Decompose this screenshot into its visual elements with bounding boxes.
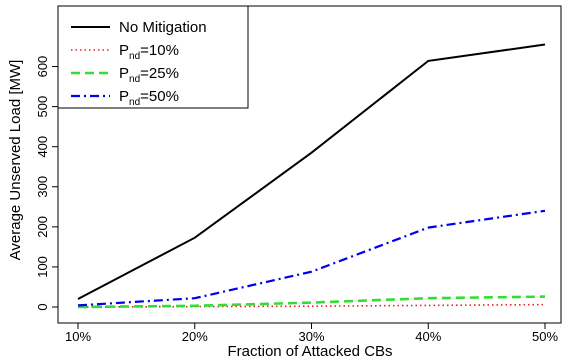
legend: No Mitigation Pnd=10% Pnd=25% Pnd=50% [57, 5, 249, 109]
y-tick-label: 500 [35, 96, 50, 118]
legend-label-4: Pnd=50% [119, 88, 179, 108]
plot-lines [77, 43, 546, 309]
x-tick-label: 50% [532, 329, 558, 344]
axes: 0 100 200 300 400 500 600 10% 20% 30% 40% 50% [35, 5, 562, 344]
legend-label-3: Pnd=25% [119, 65, 179, 85]
y-axis-title: Average Unserved Load [MW] [7, 60, 24, 261]
x-tick-label: 40% [415, 329, 441, 344]
legend-label-1: No Mitigation [119, 19, 207, 36]
x-axis-title: Fraction of Attacked CBs [227, 343, 392, 360]
y-tick-label: 400 [35, 136, 50, 158]
y-tick-label: 600 [35, 56, 50, 78]
x-tick-label: 20% [182, 329, 208, 344]
legend-box [57, 5, 249, 109]
plot-frame [57, 5, 562, 324]
y-tick-label: 200 [35, 216, 50, 238]
series-line-3 [77, 295, 546, 309]
x-tick-label: 30% [298, 329, 324, 344]
x-tick-label: 10% [65, 329, 91, 344]
y-tick-label: 0 [35, 303, 50, 310]
series-line-4 [77, 209, 546, 307]
legend-label-2: Pnd=10% [119, 42, 179, 62]
y-tick-label: 300 [35, 176, 50, 198]
y-tick-label: 100 [35, 256, 50, 278]
